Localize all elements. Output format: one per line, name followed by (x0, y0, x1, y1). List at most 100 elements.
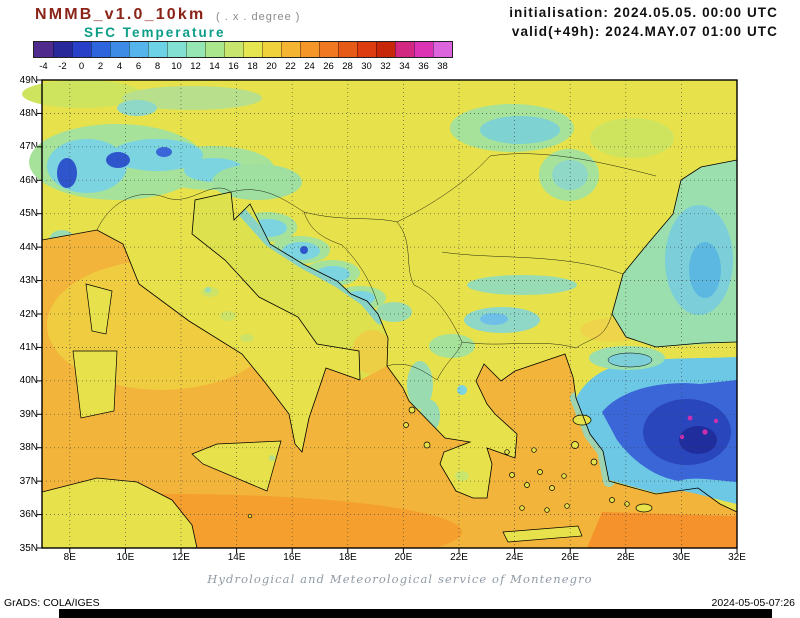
colorbar-cell (300, 42, 319, 57)
model-name: NMMB_v1.0_10km (35, 6, 206, 23)
longitude-tick-label: 8E (63, 552, 76, 563)
temperature-map (22, 79, 738, 553)
valid-time: valid(+49h): 2024.MAY.07 01:00 UTC (511, 24, 778, 39)
colorbar-tick-label: 8 (154, 61, 161, 72)
colorbar-tick-label: 36 (418, 61, 429, 72)
latitude-tick-label: 38N (19, 442, 38, 454)
colorbar-tick-label: 16 (228, 61, 239, 72)
latitude-tick-label: 39N (19, 408, 38, 420)
colorbar-tick-label: 14 (209, 61, 220, 72)
colorbar-tick-label: 28 (342, 61, 353, 72)
adriatic-sea (192, 192, 388, 380)
colorbar-cell (262, 42, 281, 57)
colorbar-tick-label: 24 (304, 61, 315, 72)
colorbar-cell (110, 42, 129, 57)
colorbar-cell (433, 42, 452, 57)
colorbar-tick-label: -4 (39, 61, 48, 72)
longitude-tick-label: 10E (116, 552, 135, 563)
longitude-tick-label: 26E (561, 552, 580, 563)
model-resolution-note: ( . x . degree ) (216, 11, 301, 23)
colorbar-tick-label: 6 (135, 61, 142, 72)
service-caption: Hydrological and Meteorological service … (207, 572, 593, 586)
latitude-tick-label: 37N (19, 475, 38, 487)
latitude-tick-label: 42N (19, 308, 38, 320)
latitude-tick-label: 36N (19, 509, 38, 521)
land-cold-regions (22, 80, 674, 481)
map-frame (41, 79, 738, 549)
colorbar-cell (91, 42, 110, 57)
variable-name: SFC Temperature (84, 25, 226, 40)
colorbar-tick-label: 18 (247, 61, 258, 72)
colorbar-tick-label: 22 (285, 61, 296, 72)
longitude-tick-label: 18E (338, 552, 357, 563)
longitude-tick-label: 20E (394, 552, 413, 563)
colorbar-cell (186, 42, 205, 57)
latitude-tick-label: 35N (19, 542, 38, 554)
latitude-axis: 49N 48N 47N 46N 45N 44N 43N 42N 41N 40N 39N 38N 37N 3… (0, 0, 40, 618)
colorbar-cell (205, 42, 224, 57)
hot-spot-specks (679, 415, 719, 440)
colorbar-tick-label: 0 (78, 61, 85, 72)
coastlines (41, 159, 738, 513)
longitude-tick-label: 16E (283, 552, 302, 563)
longitude-tick-label: 12E (172, 552, 190, 563)
colorbar-cell (414, 42, 433, 57)
turkey-cold-region (576, 346, 737, 504)
colorbar-cell (376, 42, 395, 57)
longitude-axis: 8E 10E 12E 14E 16E 18E 20E 22E 24E 26E 28E 30E 32E (0, 548, 800, 566)
colorbar-tick-label: 38 (437, 61, 448, 72)
colorbar-tick-label: 34 (399, 61, 410, 72)
initialisation-time: initialisation: 2024.05.05. 00:00 UTC (509, 5, 778, 20)
colorbar-tick-label: 30 (361, 61, 372, 72)
longitude-tick-label: 24E (505, 552, 524, 563)
colorbar-tick-label: 26 (323, 61, 334, 72)
latitude-tick-label: 49N (19, 74, 38, 86)
colorbar-cell (243, 42, 262, 57)
colorbar-cell (319, 42, 338, 57)
colorbar-cell (281, 42, 300, 57)
longitude-tick-label: 14E (227, 552, 246, 563)
black-sea (612, 160, 737, 347)
colorbar-tick-label: 10 (171, 61, 182, 72)
sea-of-marmara (607, 352, 653, 368)
longitude-tick-label: 22E (450, 552, 468, 563)
longitude-tick-label: 32E (728, 552, 746, 563)
colorbar-cell (148, 42, 167, 57)
colorbar-cell (338, 42, 357, 57)
country-borders (96, 153, 657, 381)
colorbar-tick-label: 20 (266, 61, 277, 72)
temperature-color-scale: -4 -2 0 2 4 6 8 10 12 14 16 18 20 22 24 26 28 30 32 34 36 38 (33, 41, 453, 75)
colorbar-tick-label: -2 (58, 61, 67, 72)
colorbar-cell (34, 42, 53, 57)
grads-credit: GrADS: COLA/IGES (4, 597, 100, 609)
latitude-tick-label: 46N (19, 174, 38, 186)
colorbar-cell (167, 42, 186, 57)
latitude-tick-label: 43N (19, 275, 38, 287)
creation-timestamp: 2024-05-05-07:26 (711, 597, 795, 609)
longitude-tick-label: 30E (672, 552, 691, 563)
colorbar-tick-label: 4 (116, 61, 123, 72)
map-plot-area (22, 79, 738, 553)
latitude-tick-label: 48N (19, 107, 38, 119)
latitude-tick-label: 41N (19, 341, 38, 353)
colorbar-cell (129, 42, 148, 57)
colorbar-cell (224, 42, 243, 57)
colorbar-tick-label: 2 (97, 61, 104, 72)
axis-ticks (37, 79, 738, 553)
latitude-tick-label: 40N (19, 375, 38, 387)
latitude-tick-label: 44N (19, 241, 38, 253)
latitude-tick-label: 47N (19, 141, 38, 153)
colorbar-cell (72, 42, 91, 57)
colorbar-labels: -4 -2 0 2 4 6 8 10 12 14 16 18 20 22 24 26 28 30 32 34 36 38 (33, 59, 453, 72)
colorbar (33, 41, 453, 58)
colorbar-tick-label: 32 (380, 61, 391, 72)
colorbar-tick-label: 12 (190, 61, 201, 72)
islands (72, 283, 653, 543)
colorbar-cell (53, 42, 72, 57)
longitude-tick-label: 28E (616, 552, 635, 563)
bottom-black-bar (59, 609, 772, 618)
colorbar-cell (395, 42, 414, 57)
colorbar-cell (357, 42, 376, 57)
latitude-tick-label: 45N (19, 208, 38, 220)
